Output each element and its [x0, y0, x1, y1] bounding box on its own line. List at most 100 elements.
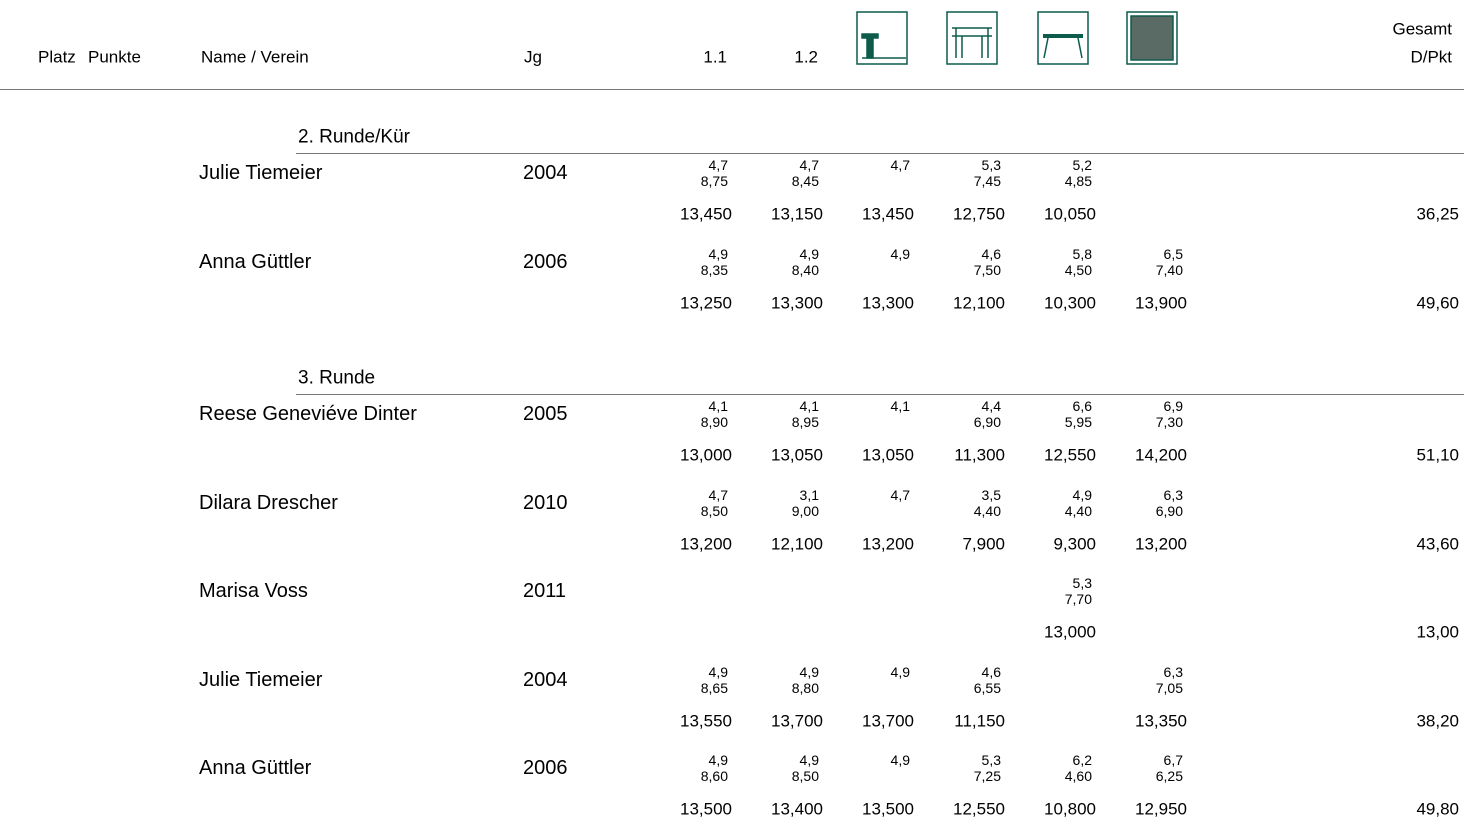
total-score: 36,25 [1416, 204, 1459, 224]
apparatus-score: 13,250 [680, 293, 732, 312]
athlete-year: 2006 [523, 757, 568, 779]
e-score: 7,05 [1155, 679, 1183, 696]
e-score: 7,50 [973, 261, 1001, 278]
e-score: 4,60 [1064, 768, 1092, 784]
d-score: 4,7 [799, 157, 819, 173]
apparatus-score: 13,450 [862, 204, 914, 224]
e-score: 8,80 [791, 679, 819, 696]
d-score: 6,9 [1163, 398, 1183, 414]
column-header: Name / Verein [201, 47, 309, 67]
d-score: 6,3 [1163, 663, 1183, 680]
e-score: 6,55 [973, 679, 1001, 696]
d-score: 6,3 [1163, 486, 1183, 503]
athlete-name: Reese Geneviéve Dinter [199, 403, 417, 425]
apparatus-score: 13,150 [771, 204, 823, 224]
vault-icon [856, 11, 908, 65]
apparatus-score: 12,950 [1135, 799, 1187, 819]
d-score: 6,5 [1163, 245, 1183, 262]
athlete-name: Anna Güttler [199, 250, 312, 273]
e-score: 8,75 [700, 173, 728, 189]
bars-shape [952, 27, 992, 58]
d-score: 4,1 [708, 398, 728, 414]
apparatus-score: 13,050 [862, 445, 914, 465]
total-score: 49,80 [1416, 799, 1459, 819]
e-score: 6,90 [1155, 502, 1183, 519]
d-score: 3,1 [799, 486, 819, 503]
apparatus-score: 13,000 [680, 445, 732, 465]
total-score: 38,20 [1416, 711, 1459, 730]
athlete-name: Dilara Drescher [199, 491, 338, 514]
apparatus-score: 13,300 [771, 293, 823, 312]
d-score: 4,9 [708, 245, 728, 262]
e-score: 7,70 [1064, 591, 1092, 607]
apparatus-score: 10,300 [1044, 293, 1096, 312]
bars-icon [946, 11, 998, 65]
beam-icon [1037, 11, 1089, 65]
column-header: 1.1 [703, 47, 727, 67]
apparatus-icons [856, 11, 1178, 65]
athlete-year: 2005 [523, 403, 568, 425]
apparatus-score: 13,500 [680, 799, 732, 819]
d-score: 4,7 [708, 486, 728, 503]
column-header: Jg [524, 47, 542, 67]
d-score: 4,9 [799, 245, 819, 262]
d-score: 4,9 [890, 663, 910, 680]
apparatus-score: 7,900 [962, 534, 1005, 553]
apparatus-score: 13,200 [862, 534, 914, 553]
column-header: 1.2 [794, 47, 818, 67]
total-score: 51,10 [1416, 445, 1459, 465]
e-score: 4,40 [973, 502, 1001, 519]
d-score: 4,9 [799, 663, 819, 680]
header-rule [0, 89, 1464, 90]
beam-legs [1043, 37, 1083, 59]
d-score: 4,7 [890, 157, 910, 173]
d-score: 5,8 [1072, 245, 1092, 262]
d-score: 5,3 [1072, 575, 1092, 591]
d-score: 4,4 [981, 398, 1001, 414]
d-score: 6,7 [1163, 752, 1183, 768]
total-header: D/Pkt [1410, 47, 1452, 67]
apparatus-score: 14,200 [1135, 445, 1187, 465]
apparatus-score: 10,050 [1044, 204, 1096, 224]
apparatus-score: 12,100 [953, 293, 1005, 312]
d-score: 4,7 [708, 157, 728, 173]
d-score: 4,6 [981, 663, 1001, 680]
apparatus-score: 13,350 [1135, 711, 1187, 730]
apparatus-score: 13,200 [680, 534, 732, 553]
d-score: 3,5 [981, 486, 1001, 503]
e-score: 8,60 [700, 768, 728, 784]
section-rule [296, 153, 1464, 154]
e-score: 7,30 [1155, 414, 1183, 430]
athlete-year: 2004 [523, 162, 568, 184]
apparatus-score: 13,050 [771, 445, 823, 465]
section-title: 3. Runde [298, 367, 376, 389]
e-score: 8,95 [791, 414, 819, 430]
apparatus-score: 11,150 [954, 711, 1005, 730]
d-score: 4,9 [799, 752, 819, 768]
e-score: 8,45 [791, 173, 819, 189]
e-score: 8,90 [700, 414, 728, 430]
athlete-year: 2010 [523, 491, 568, 514]
column-header: Platz [38, 47, 76, 67]
e-score: 8,35 [700, 261, 728, 278]
athlete-name: Anna Güttler [199, 757, 312, 779]
d-score: 5,2 [1072, 157, 1092, 173]
apparatus-score: 13,000 [1044, 622, 1096, 642]
e-score: 4,40 [1064, 502, 1092, 519]
e-score: 7,45 [973, 173, 1001, 189]
apparatus-score: 13,300 [862, 293, 914, 312]
apparatus-score: 13,450 [680, 204, 732, 224]
d-score: 4,9 [708, 663, 728, 680]
total-score: 49,60 [1416, 293, 1459, 312]
d-score: 4,9 [890, 245, 910, 262]
e-score: 4,85 [1064, 173, 1092, 189]
apparatus-score: 12,550 [953, 799, 1005, 819]
floor-mat [1130, 15, 1174, 61]
d-score: 4,9 [1072, 486, 1092, 503]
apparatus-score: 11,300 [954, 445, 1005, 465]
vault-shape [861, 33, 879, 59]
apparatus-score: 13,900 [1135, 293, 1187, 312]
section-rule [296, 394, 1464, 395]
apparatus-score: 13,550 [680, 711, 732, 730]
d-score: 4,7 [890, 486, 910, 503]
